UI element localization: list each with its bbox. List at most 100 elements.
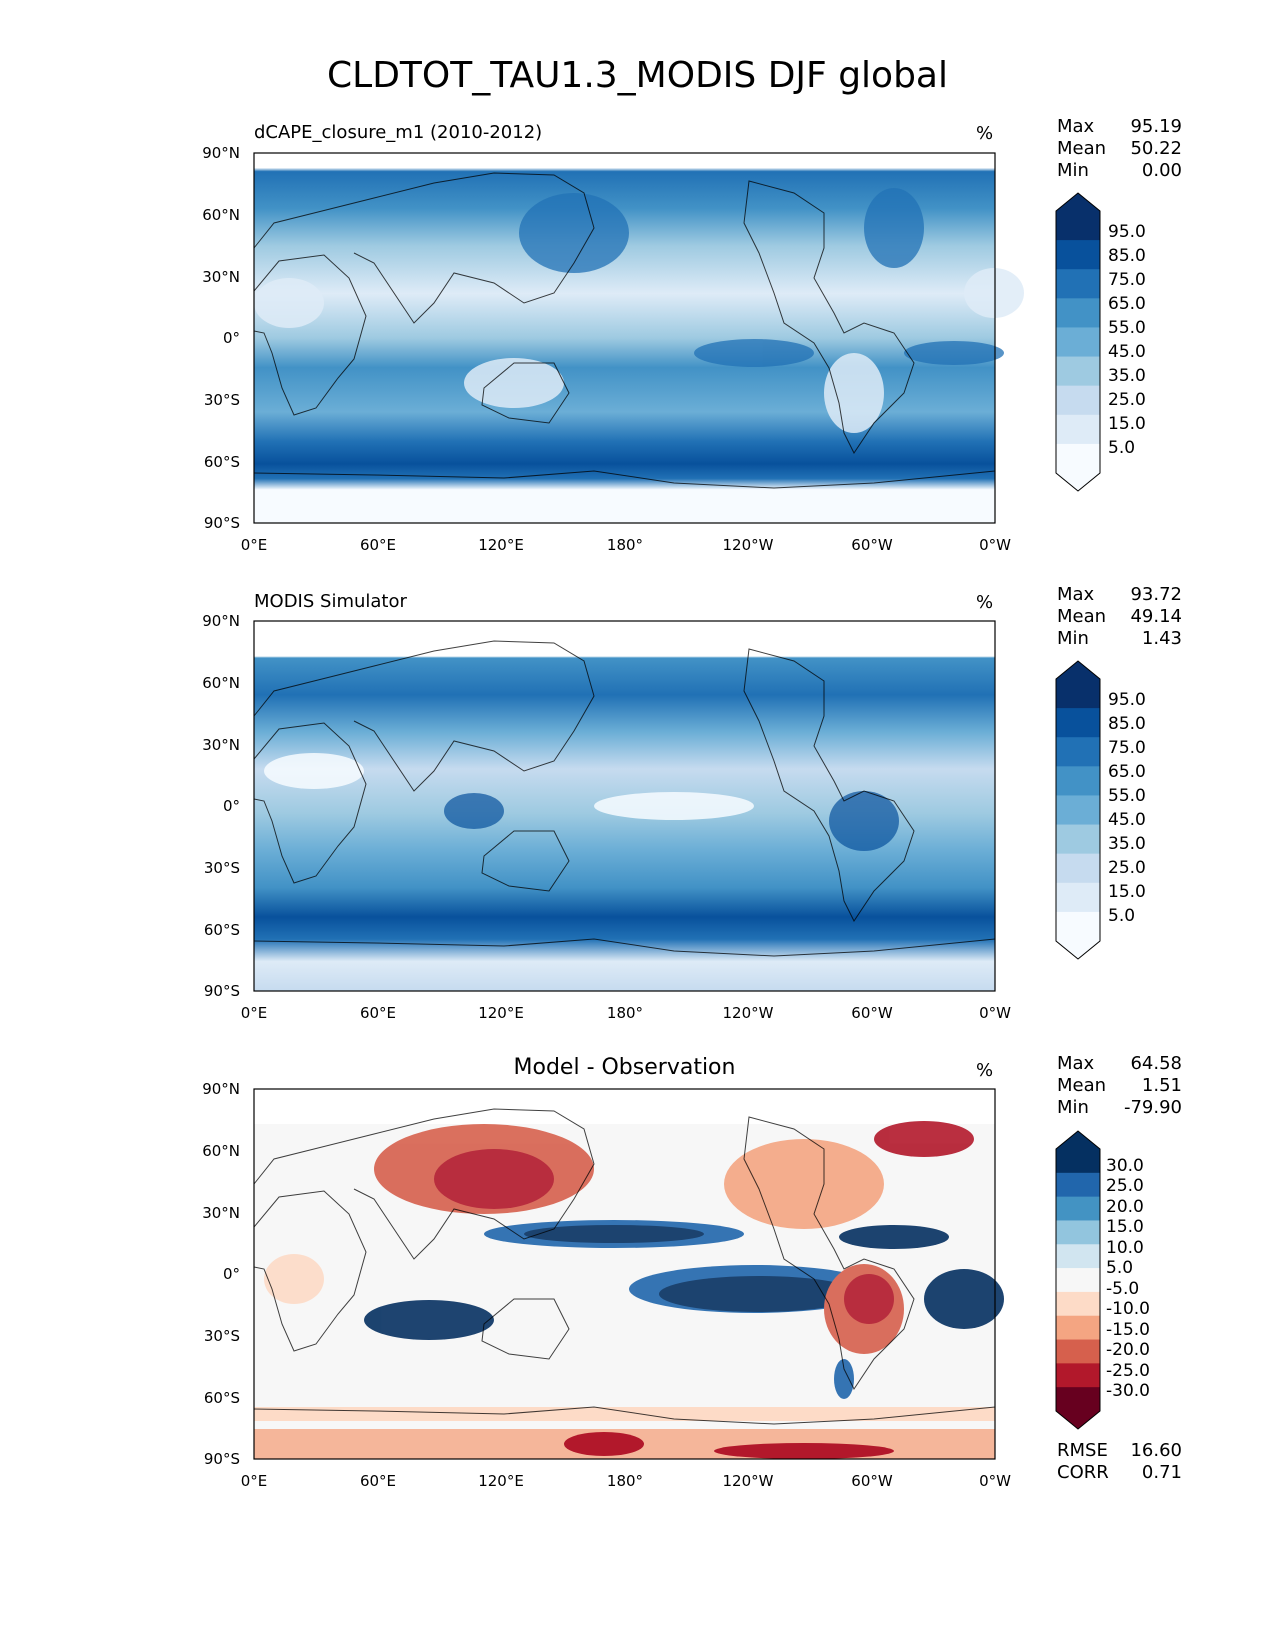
panel-3-colorbar-label: 20.0 xyxy=(1106,1197,1144,1217)
panel-2-lon-label: 60°W xyxy=(851,1004,893,1022)
panel-1-lon-label: 120°E xyxy=(478,536,524,554)
colorbar-extend-top xyxy=(1056,661,1100,679)
panel-1-stat-max: Max 95.19 xyxy=(1057,116,1182,137)
panel-2-stat-mean: Mean 49.14 xyxy=(1057,606,1182,627)
panel-2-lat-label: 0° xyxy=(222,797,240,815)
panel-1-colorbar-label: 15.0 xyxy=(1108,414,1146,434)
panel-1-colorbar-label: 5.0 xyxy=(1108,438,1136,458)
panel-3-lon-label: 120°E xyxy=(478,1472,524,1490)
panel-1-lat-label: 30°N xyxy=(202,268,240,286)
figure-title: CLDTOT_TAU1.3_MODIS DJF global xyxy=(327,55,948,96)
colorbar-swatch xyxy=(1056,1149,1100,1174)
panel-3-stats: Max 64.58 Mean 1.51 Min -79.90 xyxy=(1057,1053,1182,1119)
panel-3-lat-label: 0° xyxy=(222,1265,240,1283)
panel-3-colorbar-label: -10.0 xyxy=(1106,1299,1150,1319)
panel-1-lat-label: 0° xyxy=(222,329,240,347)
colorbar-swatch xyxy=(1056,824,1100,855)
colorbar-swatch xyxy=(1056,240,1100,270)
panel-3-colorbar-label: -5.0 xyxy=(1106,1279,1140,1299)
panel-2-coastlines xyxy=(253,640,996,957)
colorbar-swatch xyxy=(1056,1291,1100,1317)
colorbar-swatch xyxy=(1056,1339,1100,1364)
panel-3-map xyxy=(253,1088,1004,1460)
colorbar-swatch xyxy=(1056,708,1100,738)
panel-3-stat-min: Min -79.90 xyxy=(1057,1097,1182,1118)
panel-1-lon-label: 60°E xyxy=(359,536,397,554)
colorbar-swatch xyxy=(1056,679,1100,709)
panel-3-coastlines xyxy=(253,1108,996,1425)
colorbar-swatch xyxy=(1056,853,1100,884)
panel-2-stat-min: Min 1.43 xyxy=(1057,628,1182,649)
panel-1-colorbar-label: 85.0 xyxy=(1108,246,1146,266)
panel-2-lon-label: 120°E xyxy=(478,1004,524,1022)
panel-1-lat-label: 30°S xyxy=(203,391,240,409)
colorbar-extend-bottom xyxy=(1056,1411,1100,1429)
panel-3-lat-label: 30°S xyxy=(203,1327,240,1345)
colorbar-swatch xyxy=(1056,1244,1100,1269)
panel-2-lon-label: 60°E xyxy=(359,1004,397,1022)
panel-2-colorbar-label: 95.0 xyxy=(1108,690,1146,710)
colorbar-swatch xyxy=(1056,1196,1100,1221)
panel-2-lat-label: 60°N xyxy=(202,674,240,692)
panel-1-colorbar-label: 55.0 xyxy=(1108,318,1146,338)
panel-2-map xyxy=(253,620,996,992)
panel-2-colorbar-label: 55.0 xyxy=(1108,786,1146,806)
panel-2-units: % xyxy=(976,592,994,613)
colorbar-swatch xyxy=(1056,327,1100,358)
panel-1-lat-label: 90°S xyxy=(203,514,240,532)
panel-3-colorbar-label: 25.0 xyxy=(1106,1176,1144,1196)
colorbar-swatch xyxy=(1056,1268,1100,1293)
panel-1-lon-label: 0°E xyxy=(240,536,268,554)
panel-2-lat-label: 30°S xyxy=(203,859,240,877)
panel-3-lon-label: 0°W xyxy=(979,1472,1011,1490)
panel-2-colorbar-label: 75.0 xyxy=(1108,738,1146,758)
colorbar-swatch xyxy=(1056,356,1100,387)
panel-2-colorbar-label: 15.0 xyxy=(1108,882,1146,902)
panel-2-lat-label: 90°N xyxy=(202,612,240,630)
panel-2-lat-label: 90°S xyxy=(203,982,240,1000)
colorbar-swatch xyxy=(1056,1220,1100,1245)
panel-3-stat-mean: Mean 1.51 xyxy=(1057,1075,1182,1096)
panel-1-lon-label: 0°W xyxy=(979,536,1011,554)
colorbar-swatch xyxy=(1056,766,1100,796)
colorbar-extend-bottom xyxy=(1056,941,1100,959)
panel-3-lon-label: 60°W xyxy=(851,1472,893,1490)
panel-1-stats: Max 95.19 Mean 50.22 Min 0.00 xyxy=(1057,116,1182,182)
colorbar-swatch xyxy=(1056,211,1100,241)
panel-1-lat-label: 60°S xyxy=(203,453,240,471)
panel-1-lon-label: 180° xyxy=(606,536,644,554)
panel-3-lat-label: 60°S xyxy=(203,1389,240,1407)
panel-3-colorbar-label: -25.0 xyxy=(1106,1361,1150,1381)
colorbar-swatch xyxy=(1056,1363,1100,1388)
panel-2-lon-label: 0°E xyxy=(240,1004,268,1022)
colorbar-swatch xyxy=(1056,1172,1100,1198)
panel-2-colorbar-label: 65.0 xyxy=(1108,762,1146,782)
panel-3-lat-label: 60°N xyxy=(202,1142,240,1160)
colorbar-extend-top xyxy=(1056,1131,1100,1149)
panel-3-colorbar-label: 10.0 xyxy=(1106,1238,1144,1258)
panel-3-lon-label: 180° xyxy=(606,1472,644,1490)
colorbar-swatch xyxy=(1056,737,1100,767)
panel-1-colorbar-label: 25.0 xyxy=(1108,390,1146,410)
colorbar-swatch xyxy=(1056,269,1100,299)
panel-1-colorbar-label: 95.0 xyxy=(1108,222,1146,242)
panel-3-colorbar-label: 5.0 xyxy=(1106,1258,1134,1278)
colorbar-swatch xyxy=(1056,414,1100,445)
panel-3-stat-max: Max 64.58 xyxy=(1057,1053,1182,1074)
panel-3-colorbar-label: 30.0 xyxy=(1106,1156,1144,1176)
panel-1-colorbar-label: 75.0 xyxy=(1108,270,1146,290)
panel-1-title: dCAPE_closure_m1 (2010-2012) xyxy=(254,122,543,143)
panel-3-extra-stats: RMSE 16.60 CORR 0.71 xyxy=(1057,1440,1182,1484)
panel-1-stat-min: Min 0.00 xyxy=(1057,160,1182,181)
colorbar-swatch xyxy=(1056,1315,1100,1341)
panel-3-colorbar-label: -30.0 xyxy=(1106,1381,1150,1401)
panel-2-lat-label: 60°S xyxy=(203,921,240,939)
panel-1-colorbar-label: 65.0 xyxy=(1108,294,1146,314)
panel-2-title: MODIS Simulator xyxy=(254,591,407,612)
panel-3-lon-label: 60°E xyxy=(359,1472,397,1490)
panel-1-coastlines xyxy=(253,172,996,489)
panel-3-colorbar-label: 15.0 xyxy=(1106,1217,1144,1237)
panel-3-lat-label: 90°S xyxy=(203,1450,240,1468)
colorbar-swatch xyxy=(1056,443,1100,474)
panel-2-lon-label: 0°W xyxy=(979,1004,1011,1022)
